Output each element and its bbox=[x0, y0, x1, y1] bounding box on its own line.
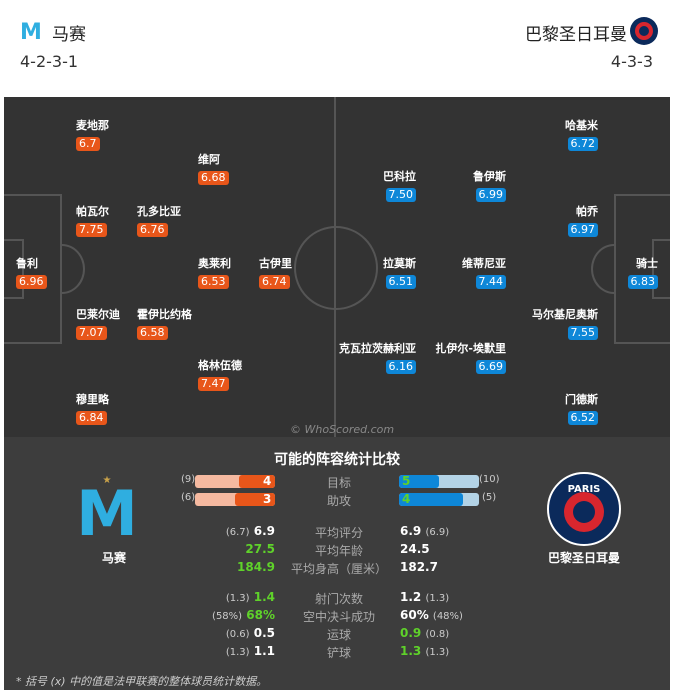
svg-text:★: ★ bbox=[103, 475, 112, 486]
center-circle bbox=[294, 226, 378, 310]
player-gouiri[interactable]: 古伊里 6.74 bbox=[259, 257, 292, 289]
psg-crest-icon: PARIS bbox=[547, 472, 621, 546]
player-marquinhos[interactable]: 马尔基尼奥斯 7.55 bbox=[532, 308, 598, 340]
stat-row-assists: (6) 3 助攻 4 (5) bbox=[181, 492, 497, 508]
pitch: 麦地那 6.7 维阿 6.68 帕瓦尔 7.75 孔多比亚 6.76 鲁利 6.96 奥莱… bbox=[4, 97, 670, 437]
match-header: M 马赛 4-2-3-1 巴黎圣日耳曼 4-3-3 bbox=[0, 0, 673, 95]
home-team-name[interactable]: 马赛 bbox=[52, 25, 86, 45]
marseille-crest-icon: M★ bbox=[76, 475, 138, 547]
home-penalty-box bbox=[4, 194, 62, 344]
player-mendes[interactable]: 门德斯 6.52 bbox=[565, 393, 598, 425]
away-team-label: 巴黎圣日耳曼 bbox=[547, 551, 620, 565]
svg-text:M: M bbox=[76, 477, 138, 547]
player-pacho[interactable]: 帕乔 6.97 bbox=[567, 203, 598, 237]
player-murillo[interactable]: 穆里略 6.84 bbox=[76, 393, 109, 425]
stat-row-goals: (9) 4 目标 5 (10) bbox=[181, 474, 500, 490]
stat-row: 27.5 平均年龄 24.5 bbox=[245, 542, 430, 558]
away-penalty-box bbox=[614, 194, 670, 344]
stat-row: (1.3) 1.4 射门次数 1.2 (1.3) bbox=[225, 590, 450, 606]
home-team-label: 马赛 bbox=[101, 551, 126, 565]
player-hojbjerg[interactable]: 霍伊比约格 6.58 bbox=[137, 308, 192, 340]
marseille-logo-icon: M bbox=[20, 20, 42, 45]
player-pavard[interactable]: 帕瓦尔 7.75 bbox=[76, 205, 109, 237]
stat-row: (1.3) 1.1 铲球 1.3 (1.3) bbox=[225, 644, 450, 660]
player-greenwood[interactable]: 格林伍德 7.47 bbox=[198, 359, 242, 391]
player-zaire-emery[interactable]: 扎伊尔-埃默里 6.69 bbox=[435, 342, 506, 374]
psg-logo-icon bbox=[630, 17, 658, 45]
home-formation: 4-2-3-1 bbox=[20, 52, 79, 71]
stat-row: (58%) 68% 空中决斗成功 60% (48%) bbox=[212, 608, 463, 624]
player-hakimi[interactable]: 哈基米 6.72 bbox=[565, 119, 598, 151]
player-kvaratskhelia[interactable]: 克瓦拉茨赫利亚 6.16 bbox=[339, 342, 416, 374]
watermark: © WhoScored.com bbox=[290, 423, 395, 436]
player-medina[interactable]: 麦地那 6.7 bbox=[76, 119, 109, 151]
player-vitinha[interactable]: 维蒂尼亚 7.44 bbox=[462, 257, 506, 289]
stat-row: (6.7) 6.9 平均评分 6.9 (6.9) bbox=[225, 524, 450, 540]
player-balerdi[interactable]: 巴莱尔迪 7.07 bbox=[76, 308, 120, 340]
svg-text:PARIS: PARIS bbox=[568, 484, 601, 495]
away-six-yard-box bbox=[652, 239, 670, 299]
lineup-stats-comparison: 可能的阵容统计比较 M ★ 马赛 PARIS 巴黎圣日耳曼 (9) 4 目标 5 … bbox=[4, 437, 670, 690]
player-oreilly[interactable]: 奥莱利 6.53 bbox=[198, 257, 231, 289]
player-barcola[interactable]: 巴科拉 7.50 bbox=[383, 170, 416, 202]
stat-row: (0.6) 0.5 运球 0.9 (0.8) bbox=[225, 626, 450, 642]
away-team-name[interactable]: 巴黎圣日耳曼 bbox=[525, 25, 627, 45]
player-weah[interactable]: 维阿 6.68 bbox=[198, 151, 229, 185]
player-ramos[interactable]: 拉莫斯 6.51 bbox=[383, 257, 416, 289]
stat-row: 184.9 平均身高（厘米） 182.7 bbox=[237, 560, 438, 576]
player-safonov[interactable]: 骑士 6.83 bbox=[627, 255, 658, 289]
svg-text:M: M bbox=[20, 20, 42, 45]
player-ruiz[interactable]: 鲁伊斯 6.99 bbox=[473, 170, 506, 202]
away-formation: 4-3-3 bbox=[610, 52, 653, 71]
home-six-yard-box bbox=[4, 239, 24, 299]
player-rulli[interactable]: 鲁利 6.96 bbox=[16, 255, 47, 289]
footnote: * 括号 (x) 中的值是法甲联赛的整体球员统计数据。 bbox=[16, 675, 268, 688]
player-kondogbia[interactable]: 孔多比亚 6.76 bbox=[137, 205, 181, 237]
stats-title: 可能的阵容统计比较 bbox=[274, 452, 400, 468]
